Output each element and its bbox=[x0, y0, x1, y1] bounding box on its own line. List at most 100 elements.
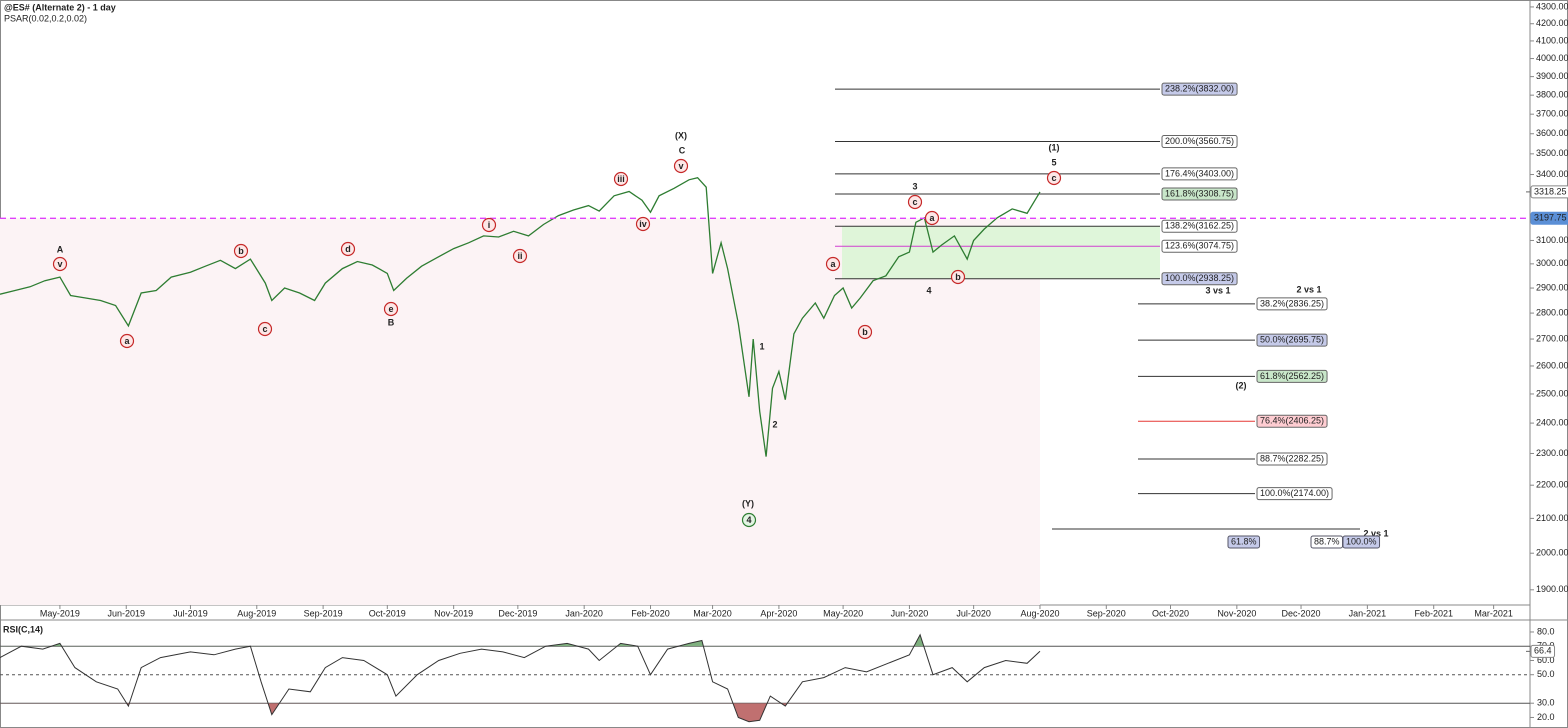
wave-circle bbox=[857, 324, 873, 340]
fib-level-label-box bbox=[1161, 272, 1238, 286]
x-tick-label: Jun-2019 bbox=[107, 608, 145, 618]
retracement-label: 100.0%(2174.00) bbox=[1260, 488, 1329, 498]
y-tick-label: 2400.00 bbox=[1536, 417, 1568, 427]
fib-level-label-box bbox=[1161, 187, 1238, 201]
y-tick-label: 3600.00 bbox=[1536, 128, 1568, 138]
x-tick-label: May-2019 bbox=[40, 608, 80, 618]
wave-label: ii bbox=[517, 251, 522, 261]
retracement-label-box bbox=[1256, 452, 1328, 466]
wave-label: c bbox=[262, 324, 267, 334]
wave-label: a bbox=[929, 213, 935, 223]
y-tick-label: 3100.00 bbox=[1536, 235, 1568, 245]
y-tick-label: 2200.00 bbox=[1536, 480, 1568, 490]
x-tick-label: Jul-2020 bbox=[956, 608, 991, 618]
y-tick-label: 2300.00 bbox=[1536, 448, 1568, 458]
wave-label: c bbox=[1051, 173, 1056, 183]
wave-label: 1 bbox=[759, 341, 764, 351]
fib-level-label-box bbox=[1161, 82, 1238, 96]
retracement-label: 88.7%(2282.25) bbox=[1260, 453, 1324, 463]
wave-label: v bbox=[678, 161, 683, 171]
x-tick-label: Sep-2020 bbox=[1087, 608, 1126, 618]
y-tick-label: 50.0 bbox=[1537, 669, 1555, 679]
retracement-label-box bbox=[1256, 297, 1328, 311]
y-tick-label: 60.0 bbox=[1537, 655, 1555, 665]
rsi-last-value: 66.4 bbox=[1534, 646, 1552, 656]
retracement-label: 76.4%(2406.25) bbox=[1260, 416, 1324, 426]
wave-label: b bbox=[862, 327, 868, 337]
y-tick-label: 4200.00 bbox=[1536, 18, 1568, 28]
y-tick-label: 3000.00 bbox=[1536, 258, 1568, 268]
wave-label: 3 vs 1 bbox=[1205, 285, 1230, 295]
wave-label: i bbox=[488, 220, 491, 230]
wave-circle bbox=[257, 321, 273, 337]
indicator-label: PSAR(0.02,0.2,0.02) bbox=[4, 13, 87, 23]
ruler-label: 61.8% bbox=[1231, 536, 1257, 546]
fib-level-label-box bbox=[1161, 135, 1238, 149]
x-tick-label: Nov-2020 bbox=[1217, 608, 1256, 618]
x-tick-label: Nov-2019 bbox=[434, 608, 473, 618]
fib-level-label: 161.8%(3308.75) bbox=[1165, 188, 1234, 198]
y-tick-label: 2000.00 bbox=[1536, 548, 1568, 558]
y-tick-label: 20.0 bbox=[1537, 712, 1555, 722]
wave-label: 2 vs 1 bbox=[1296, 284, 1321, 294]
rsi-last-value-box bbox=[1530, 644, 1556, 658]
x-tick-label: Jan-2021 bbox=[1349, 608, 1387, 618]
fib-level-label: 238.2%(3832.00) bbox=[1165, 84, 1234, 94]
retracement-label-box bbox=[1256, 487, 1333, 501]
x-tick-label: Feb-2021 bbox=[1414, 608, 1453, 618]
y-tick-label: 3900.00 bbox=[1536, 71, 1568, 81]
wave-label: A bbox=[57, 244, 64, 254]
wave-label: c bbox=[912, 197, 917, 207]
fib-level-label-box bbox=[1161, 239, 1238, 253]
fib-level-label: 123.6%(3074.75) bbox=[1165, 241, 1234, 251]
wave-label: iii bbox=[617, 174, 625, 184]
price-line bbox=[0, 176, 1041, 457]
wave-label: (1) bbox=[1049, 142, 1060, 152]
x-tick-label: Oct-2019 bbox=[369, 608, 406, 618]
wave-label: 3 bbox=[912, 181, 917, 191]
fib-level-label-box bbox=[1161, 219, 1238, 233]
wave-circle bbox=[635, 216, 651, 232]
wave-circle bbox=[673, 158, 689, 174]
y-tick-label: 2600.00 bbox=[1536, 360, 1568, 370]
wave-label: (X) bbox=[675, 130, 687, 140]
x-tick-label: Mar-2021 bbox=[1474, 608, 1513, 618]
ruler-label: 88.7% bbox=[1314, 536, 1340, 546]
y-tick-label: 2900.00 bbox=[1536, 282, 1568, 292]
wave-circle bbox=[950, 269, 966, 285]
y-tick-label: 2800.00 bbox=[1536, 307, 1568, 317]
rsi-title: RSI(C,14) bbox=[3, 624, 43, 634]
fib-level-label: 200.0%(3560.75) bbox=[1165, 136, 1234, 146]
wave-circle bbox=[52, 256, 68, 272]
ruler-label-box bbox=[1342, 535, 1381, 549]
x-tick-label: Aug-2020 bbox=[1020, 608, 1059, 618]
wave-circle bbox=[924, 210, 940, 226]
y-tick-label: 2700.00 bbox=[1536, 333, 1568, 343]
wave-label: (2) bbox=[1236, 380, 1247, 390]
wave-label: C bbox=[679, 145, 686, 155]
y-tick-label: 30.0 bbox=[1537, 698, 1555, 708]
wave-circle bbox=[233, 243, 249, 259]
retracement-label-box bbox=[1256, 369, 1328, 383]
wave-circle bbox=[1046, 170, 1062, 186]
wave-circle bbox=[383, 301, 399, 317]
ruler-label: 100.0% bbox=[1346, 536, 1377, 546]
y-tick-label: 80.0 bbox=[1537, 626, 1555, 636]
fib-level-label: 100.0%(2938.25) bbox=[1165, 273, 1234, 283]
x-tick-label: Jan-2020 bbox=[565, 608, 603, 618]
target-zone bbox=[842, 226, 1160, 279]
wave-circle bbox=[481, 217, 497, 233]
ruler-label-box bbox=[1227, 535, 1261, 549]
y-tick-label: 3800.00 bbox=[1536, 90, 1568, 100]
fib-level-label-box bbox=[1161, 167, 1238, 181]
wave-label: 2 bbox=[772, 419, 777, 429]
rsi-line bbox=[0, 633, 1041, 723]
x-tick-label: Sep-2019 bbox=[304, 608, 343, 618]
wave-label: 4 bbox=[926, 285, 931, 295]
reference-price: 3197.75 bbox=[1534, 213, 1567, 223]
y-tick-label: 4300.00 bbox=[1536, 1, 1568, 11]
x-tick-label: May-2020 bbox=[823, 608, 863, 618]
x-tick-label: Mar-2020 bbox=[693, 608, 732, 618]
reference-price-box bbox=[1530, 211, 1568, 225]
x-tick-label: Dec-2019 bbox=[498, 608, 537, 618]
